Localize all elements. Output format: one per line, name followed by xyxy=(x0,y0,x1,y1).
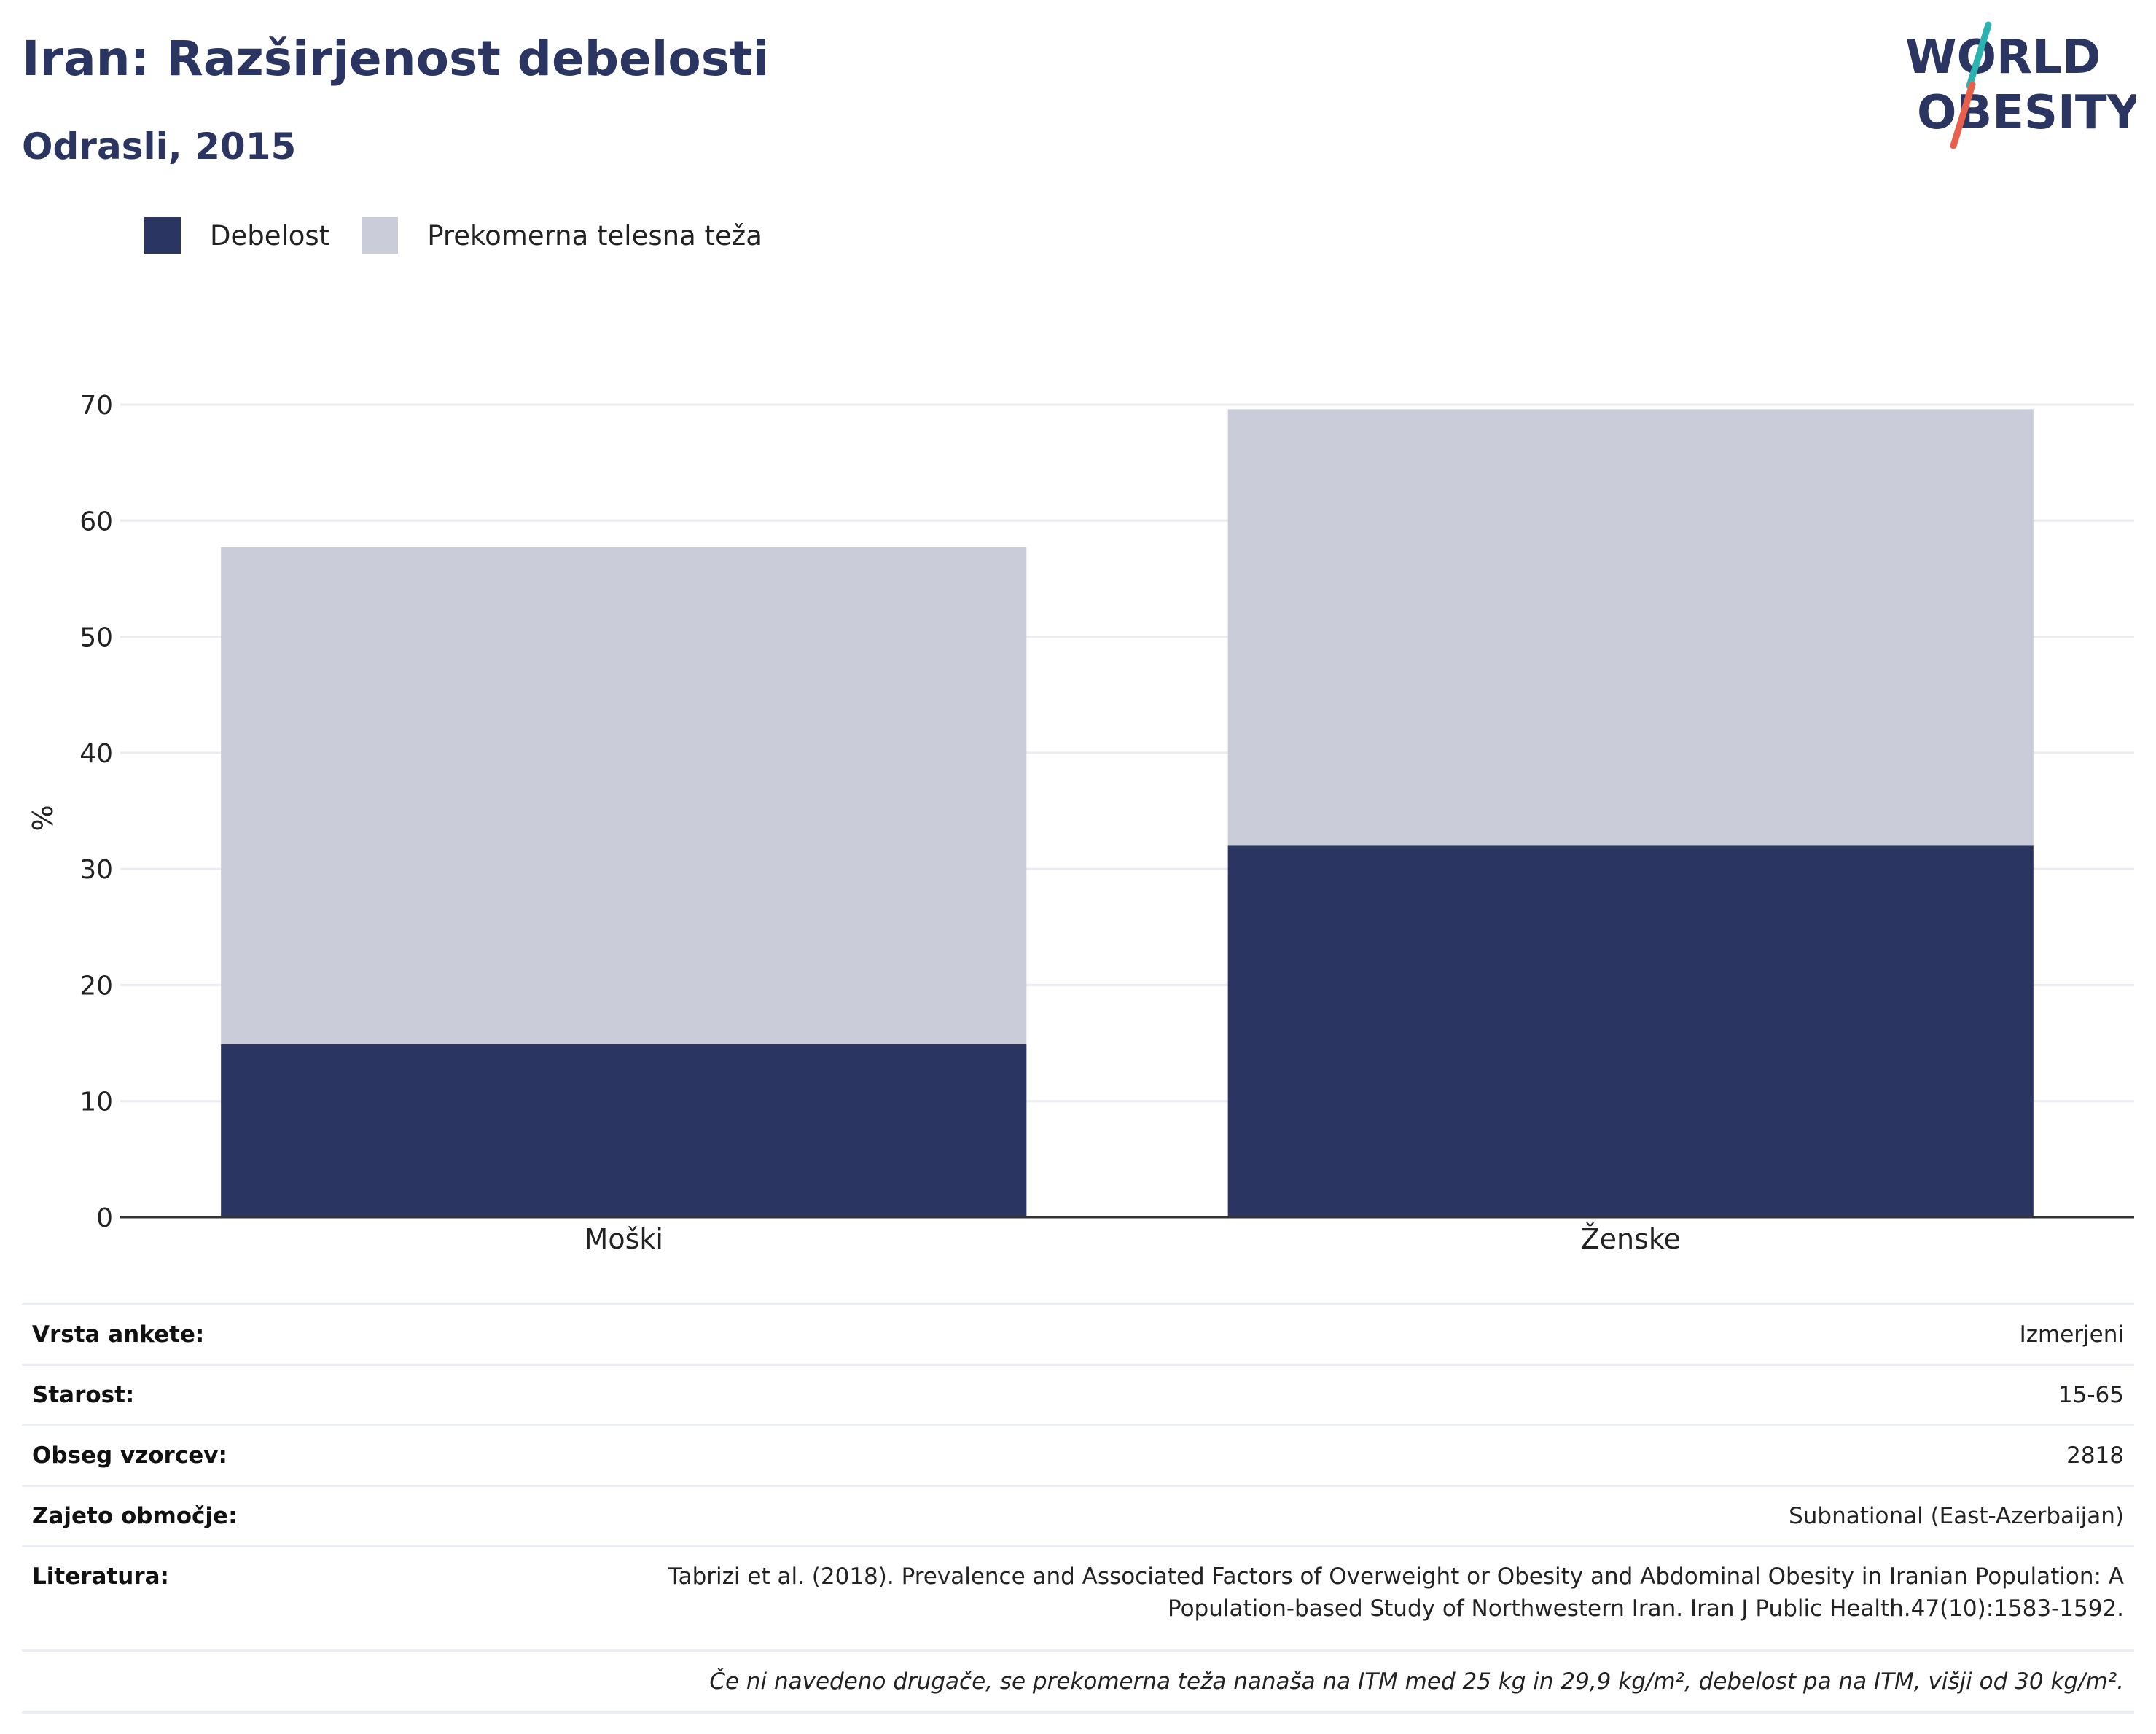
info-row-survey-type: Vrsta ankete: Izmerjeni xyxy=(22,1303,2134,1365)
stacked-bar-chart: 0 10 20 30 40 50 60 70% Moški Ženske xyxy=(27,391,2134,1254)
logo-word-obesity: OBESITY xyxy=(1917,86,2136,140)
info-row-reference: Literatura: Tabrizi et al. (2018). Preva… xyxy=(22,1545,2134,1651)
y-tick-label: 20 xyxy=(79,971,113,1001)
chart-legend: Debelost Prekomerna telesna teža xyxy=(144,216,794,255)
logo-slash-red xyxy=(1950,81,1976,149)
info-row-age: Starost: 15-65 xyxy=(22,1364,2134,1426)
legend-label-overweight: Prekomerna telesna teža xyxy=(427,219,762,251)
y-tick-label: 60 xyxy=(79,507,113,536)
y-axis-label: % xyxy=(27,805,59,831)
legend-label-obesity: Debelost xyxy=(210,219,330,251)
bar-obesity-women xyxy=(1227,845,2034,1217)
legend-swatch-overweight xyxy=(362,217,399,254)
bar-overweight-men xyxy=(221,547,1027,1044)
info-label-age: Starost: xyxy=(22,1364,421,1426)
info-label-sample-size: Obseg vzorcev: xyxy=(22,1424,421,1486)
survey-info-table: Vrsta ankete: Izmerjeni Starost: 15-65 O… xyxy=(22,1303,2134,1714)
chart-title: Iran: Razširjenost debelosti xyxy=(22,31,770,87)
y-tick-label: 70 xyxy=(79,391,113,421)
info-value-sample-size: 2818 xyxy=(421,1424,2134,1486)
legend-item-obesity[interactable]: Debelost xyxy=(144,217,329,254)
logo-slash-teal xyxy=(1966,21,1992,90)
reference-line-2: Population-based Study of Northwestern I… xyxy=(1167,1596,2124,1622)
y-tick-label: 0 xyxy=(96,1203,113,1233)
chart-subtitle: Odrasli, 2015 xyxy=(22,125,297,168)
info-value-age: 15-65 xyxy=(421,1364,2134,1426)
y-tick-label: 40 xyxy=(79,739,113,769)
info-row-area: Zajeto območje: Subnational (East-Azerba… xyxy=(22,1485,2134,1547)
info-value-survey-type: Izmerjeni xyxy=(421,1303,2134,1365)
definition-note: Če ni navedeno drugače, se prekomerna te… xyxy=(22,1649,2134,1714)
world-obesity-logo: WORLD OBESITY xyxy=(1905,21,2136,149)
x-tick-label: Moški xyxy=(585,1223,663,1254)
x-tick-label: Ženske xyxy=(1581,1223,1681,1254)
info-label-area: Zajeto območje: xyxy=(22,1485,421,1547)
bar-obesity-men xyxy=(221,1044,1027,1217)
info-value-reference: Tabrizi et al. (2018). Prevalence and As… xyxy=(421,1545,2134,1651)
info-row-note: Če ni navedeno drugače, se prekomerna te… xyxy=(22,1649,2134,1714)
legend-item-overweight[interactable]: Prekomerna telesna teža xyxy=(362,217,762,254)
bar-overweight-women xyxy=(1227,409,2034,846)
info-label-reference: Literatura: xyxy=(22,1545,421,1651)
reference-line-1: Tabrizi et al. (2018). Prevalence and As… xyxy=(668,1563,2124,1590)
y-tick-label: 10 xyxy=(79,1087,113,1117)
y-tick-label: 50 xyxy=(79,623,113,653)
y-tick-label: 30 xyxy=(79,855,113,885)
info-value-area: Subnational (East-Azerbaijan) xyxy=(421,1485,2134,1547)
info-label-survey-type: Vrsta ankete: xyxy=(22,1303,421,1365)
logo-word-world: WORLD xyxy=(1905,31,2101,85)
legend-swatch-obesity xyxy=(144,217,181,254)
info-row-sample-size: Obseg vzorcev: 2818 xyxy=(22,1424,2134,1486)
